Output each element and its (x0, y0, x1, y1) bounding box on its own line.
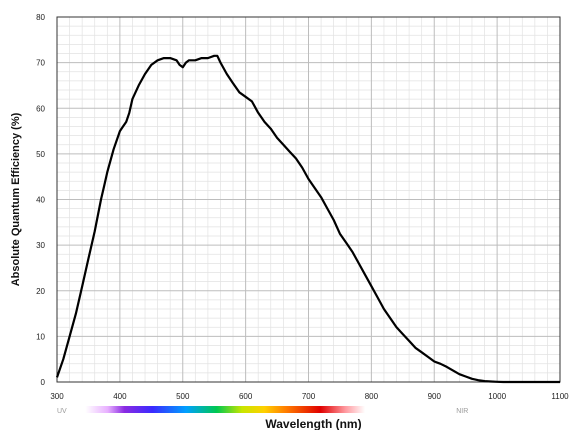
x-tick-label: 700 (302, 392, 316, 401)
x-tick-label: 1000 (488, 392, 506, 401)
x-tick-labels: 300 400 500 600 700 800 900 1000 1100 (50, 392, 569, 401)
y-tick-label: 30 (36, 241, 45, 250)
x-tick-label: 900 (428, 392, 442, 401)
x-tick-label: 500 (176, 392, 190, 401)
x-tick-label: 1100 (551, 392, 569, 401)
y-tick-label: 60 (36, 104, 45, 113)
uv-label: UV (57, 408, 67, 415)
x-tick-label: 400 (113, 392, 127, 401)
series-line (55, 54, 560, 384)
x-axis-title: Wavelength (nm) (265, 417, 361, 430)
y-tick-label: 10 (36, 332, 45, 341)
y-tick-labels: 0 10 20 30 40 50 60 70 80 (36, 13, 45, 387)
nir-label: NIR (456, 408, 468, 415)
x-tick-label: 600 (239, 392, 253, 401)
x-tick-label: 800 (365, 392, 379, 401)
y-tick-label: 40 (36, 196, 45, 205)
y-axis-title: Absolute Quantum Efficiency (%) (10, 112, 22, 286)
y-tick-label: 0 (41, 378, 46, 387)
plot-frame (56, 16, 561, 383)
y-tick-label: 70 (36, 59, 45, 68)
y-tick-label: 50 (36, 150, 45, 159)
y-tick-label: 20 (36, 287, 45, 296)
x-tick-label: 300 (50, 392, 64, 401)
y-tick-label: 80 (36, 13, 45, 22)
visible-spectrum-bar (85, 406, 366, 413)
